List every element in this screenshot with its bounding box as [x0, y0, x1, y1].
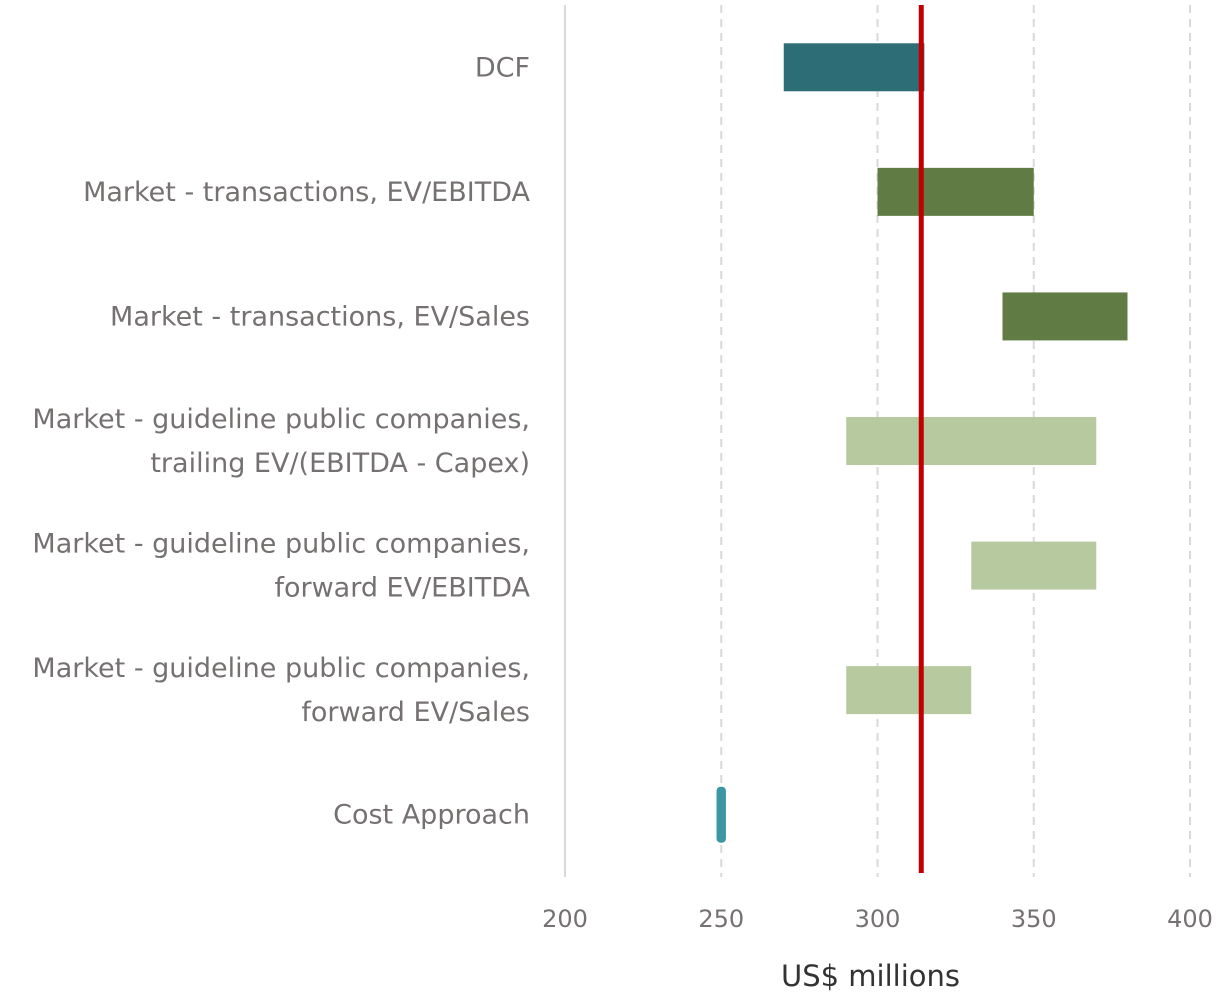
category-label: trailing EV/(EBITDA - Capex) [150, 448, 530, 479]
category-label: Cost Approach [333, 800, 530, 831]
x-axis-label: US$ millions [781, 959, 960, 993]
range-bar [971, 541, 1097, 590]
category-label: Market - guideline public companies, [32, 529, 530, 560]
x-tick-label: 400 [1167, 905, 1213, 933]
x-tick-label: 250 [698, 905, 744, 933]
category-label: DCF [475, 52, 530, 83]
range-bar [716, 786, 726, 843]
category-label: Market - guideline public companies, [32, 653, 530, 684]
range-bar [877, 167, 1034, 216]
category-label: forward EV/Sales [301, 697, 530, 728]
range-bar [846, 417, 1097, 465]
x-tick-label: 300 [855, 905, 901, 933]
x-tick-label: 200 [542, 905, 588, 933]
category-label: forward EV/EBITDA [274, 573, 530, 604]
category-label: Market - guideline public companies, [32, 404, 530, 435]
range-bar [846, 666, 972, 715]
category-label: Market - transactions, EV/EBITDA [83, 177, 530, 208]
range-bar [1002, 292, 1128, 341]
x-tick-label: 350 [1011, 905, 1057, 933]
category-label: Market - transactions, EV/Sales [110, 301, 530, 332]
range-bar [783, 43, 925, 92]
